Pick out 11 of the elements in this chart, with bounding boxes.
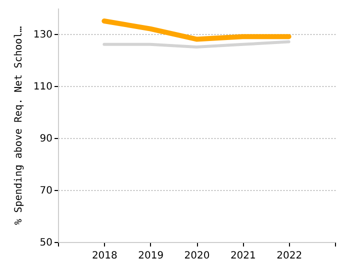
x-tick-label: 2020 — [184, 250, 210, 262]
x-tick-label: 2018 — [92, 250, 118, 262]
y-axis-title: % Spending above Req. Net School… — [13, 26, 24, 225]
y-tick-label: 90 — [40, 134, 52, 144]
y-tick-label: 110 — [33, 82, 52, 92]
y-tick-label: 50 — [40, 238, 52, 248]
y-tick-label: 130 — [33, 30, 52, 40]
x-tick-label: 2021 — [230, 250, 256, 262]
y-tick-label: 70 — [40, 186, 52, 196]
x-tick-label: 2019 — [138, 250, 164, 262]
x-tick-label: 2022 — [276, 250, 302, 262]
